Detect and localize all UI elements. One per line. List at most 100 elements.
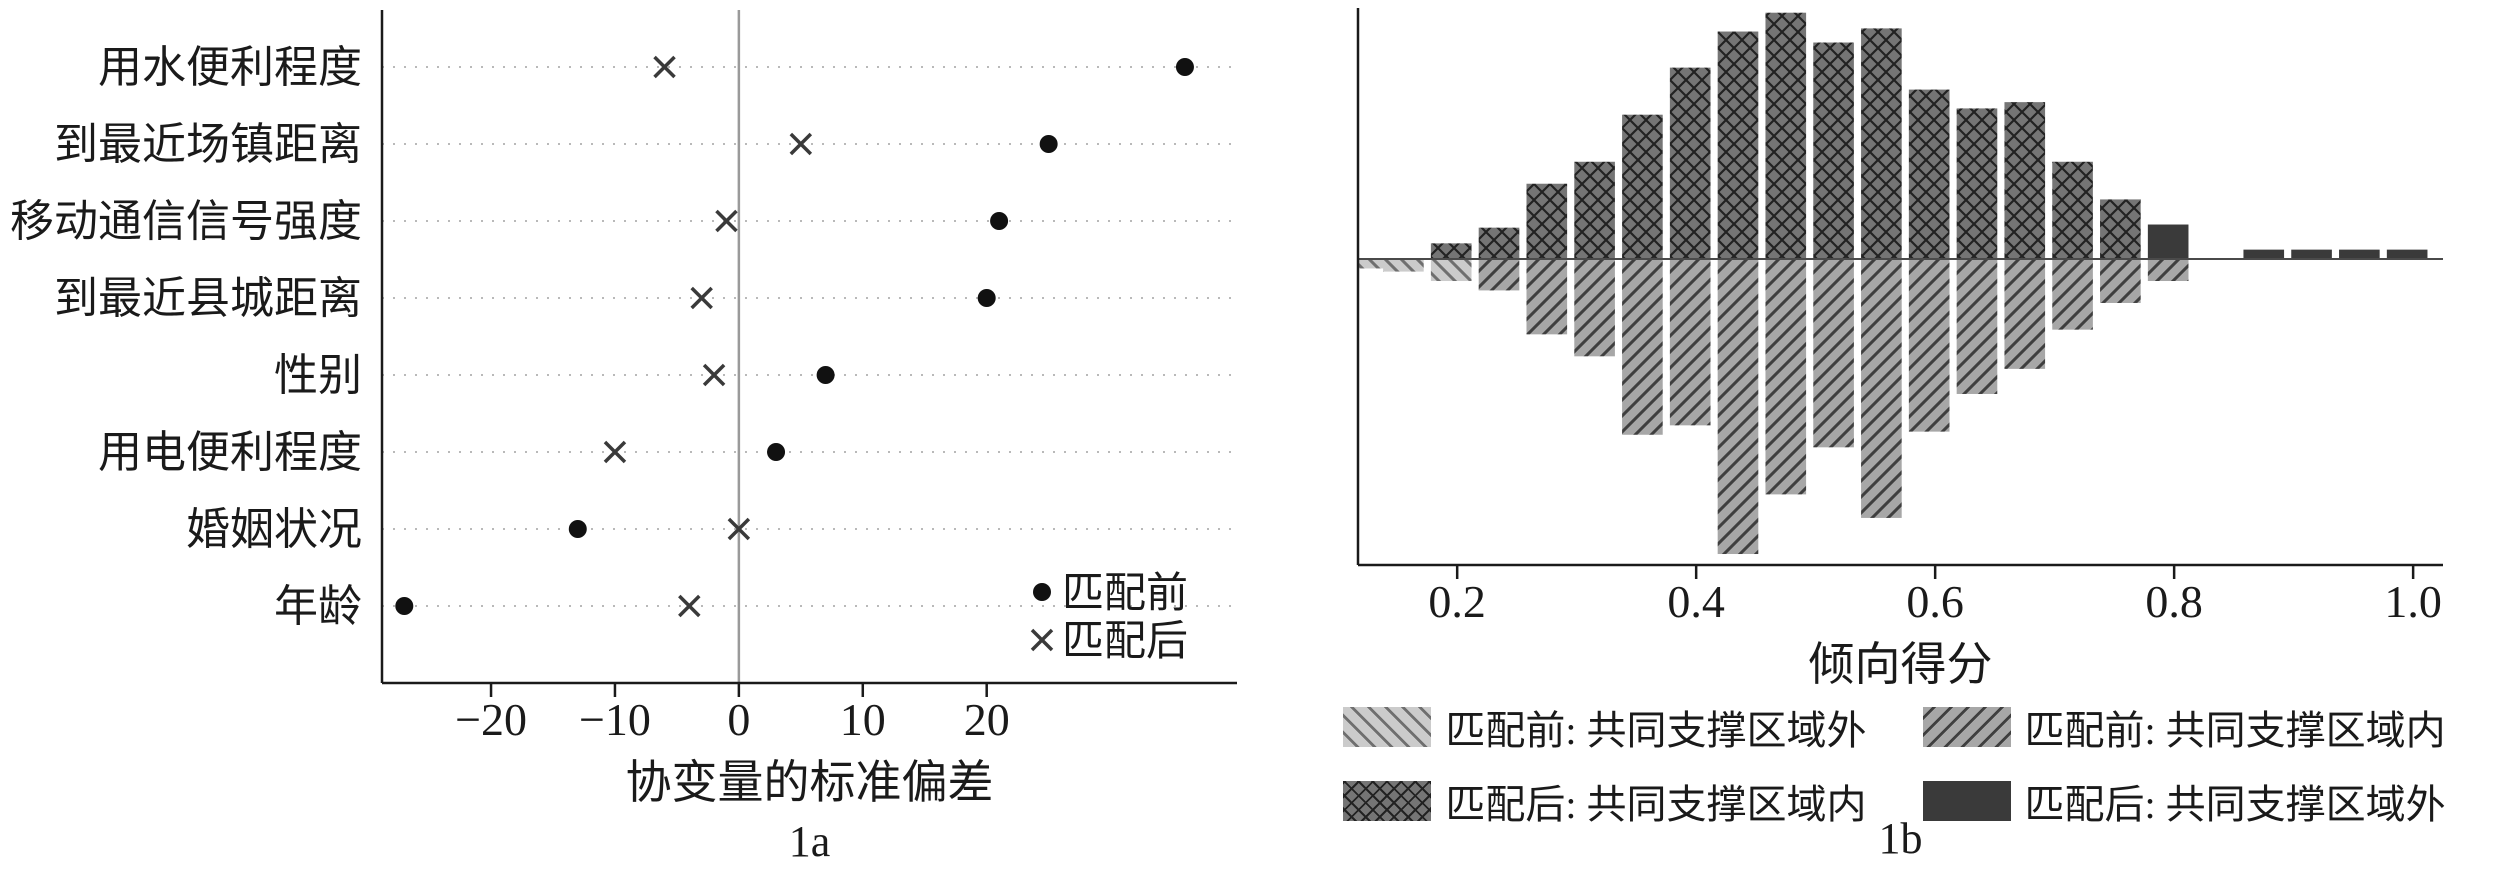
histogram-bar bbox=[1574, 259, 1615, 357]
panel-caption-1b: 1b bbox=[1878, 814, 1923, 863]
legend-label: 匹配后: 共同支撑区域内 bbox=[1445, 782, 1867, 827]
histogram-bar bbox=[1430, 259, 1472, 282]
histogram-bar bbox=[2052, 161, 2093, 260]
category-label: 年龄 bbox=[274, 582, 362, 631]
before-matching-dot bbox=[1039, 135, 1058, 153]
before-matching-dot bbox=[1175, 58, 1194, 76]
category-label: 婚姻状况 bbox=[186, 505, 362, 554]
histogram-bar bbox=[1908, 89, 1950, 260]
after-matching-x bbox=[702, 363, 726, 387]
legend-label-after: 匹配后 bbox=[1062, 619, 1188, 665]
before-matching-dot bbox=[990, 212, 1009, 230]
panel-1a: 用水便利程度到最近场镇距离移动通信信号强度到最近县城距离性别用电便利程度婚姻状况… bbox=[10, 10, 1237, 866]
before-matching-dot bbox=[816, 366, 835, 384]
histogram-bar bbox=[2147, 259, 2189, 282]
x-tick-label: 1.0 bbox=[2384, 576, 2442, 627]
legend-swatch-gray-slash bbox=[1922, 707, 2011, 747]
histogram-bar bbox=[2004, 102, 2046, 260]
histogram-bar bbox=[2100, 199, 2141, 260]
histogram-bar bbox=[1574, 161, 1615, 260]
x-tick-label: −10 bbox=[579, 694, 651, 745]
after-matching-x bbox=[715, 209, 738, 233]
category-label: 移动通信信号强度 bbox=[10, 197, 362, 246]
x-axis-title-1b: 倾向得分 bbox=[1808, 639, 1993, 690]
after-matching-x bbox=[789, 132, 813, 156]
legend-label-before: 匹配前 bbox=[1062, 571, 1188, 617]
category-label: 用电便利程度 bbox=[98, 428, 362, 477]
legend-item: 匹配后: 共同支撑区域外 bbox=[1922, 772, 2446, 830]
after-matching-x bbox=[603, 440, 627, 464]
x-tick-label: 0 bbox=[727, 694, 750, 745]
legend-label: 匹配前: 共同支撑区域内 bbox=[2024, 708, 2446, 753]
histogram-bar bbox=[1765, 12, 1807, 260]
legend-swatch-dark-solid bbox=[1922, 781, 2011, 821]
category-label: 性别 bbox=[274, 351, 362, 400]
histogram-bar bbox=[1383, 259, 1424, 272]
panel-caption-1a: 1a bbox=[788, 817, 831, 866]
before-matching-dot bbox=[977, 289, 996, 307]
legend-swatch-dark-crosshatch bbox=[1343, 781, 1432, 821]
histogram-bar bbox=[1861, 28, 1902, 260]
histogram-bar bbox=[2147, 224, 2189, 260]
x-tick-label: 10 bbox=[840, 694, 886, 745]
histogram-bar bbox=[1813, 259, 1854, 448]
legend-row: 匹配后: 共同支撑区域内 匹配后: 共同支撑区域外 bbox=[1343, 772, 2446, 830]
x-tick-label: 0.2 bbox=[1428, 576, 1486, 627]
after-matching-x bbox=[653, 55, 676, 79]
histogram-bar bbox=[2243, 249, 2285, 260]
histogram-bar bbox=[2339, 249, 2380, 260]
after-matching-x bbox=[727, 517, 751, 541]
legend-item: 匹配后: 共同支撑区域内 bbox=[1343, 772, 1867, 830]
legend-label: 匹配后: 共同支撑区域外 bbox=[2024, 782, 2446, 827]
x-axis-title-1a: 协变量的标准偏差 bbox=[625, 757, 994, 808]
histogram-bar bbox=[1908, 259, 1950, 432]
category-label: 到最近县城距离 bbox=[54, 274, 362, 323]
histogram-bar bbox=[1717, 31, 1759, 260]
legend-item: 匹配前: 共同支撑区域内 bbox=[1922, 698, 2446, 756]
legend-x-marker bbox=[1030, 628, 1054, 652]
after-matching-x bbox=[690, 286, 713, 310]
histogram-bar bbox=[1526, 183, 1568, 260]
histogram-bar bbox=[1861, 259, 1902, 518]
x-tick-label: 0.4 bbox=[1667, 576, 1725, 627]
legend-dot-marker bbox=[1033, 583, 1051, 601]
legend-swatch-light-backslash bbox=[1343, 707, 1432, 747]
histogram-bar bbox=[1622, 259, 1663, 435]
covariate-balance-chart: 用水便利程度到最近场镇距离移动通信信号强度到最近县城距离性别用电便利程度婚姻状况… bbox=[10, 10, 1237, 745]
histogram-bar bbox=[1359, 259, 1400, 269]
histogram-bar bbox=[1430, 243, 1472, 260]
histogram-bar bbox=[1813, 42, 1854, 260]
histogram-bar bbox=[1478, 227, 1520, 260]
before-matching-dot bbox=[767, 443, 786, 461]
histogram-bar bbox=[1669, 259, 1711, 426]
before-matching-dot bbox=[395, 597, 414, 615]
histogram-bar bbox=[1956, 259, 1998, 394]
histogram-bar bbox=[2100, 259, 2141, 303]
histogram-bar bbox=[1622, 114, 1663, 260]
histogram-bar bbox=[1478, 259, 1520, 291]
before-matching-dot bbox=[568, 520, 587, 538]
x-tick-label: 20 bbox=[964, 694, 1010, 745]
histogram-bar bbox=[1669, 67, 1711, 260]
histogram-bar bbox=[1956, 108, 1998, 260]
propensity-score-histogram: 0.2 0.4 0.6 0.8 1.0 bbox=[1356, 8, 2443, 627]
histogram-bar bbox=[2291, 249, 2332, 260]
histogram-bar bbox=[2386, 249, 2428, 260]
legend-row: 匹配前: 共同支撑区域外 匹配前: 共同支撑区域内 bbox=[1343, 698, 2446, 756]
category-label: 到最近场镇距离 bbox=[54, 120, 362, 169]
after-matching-x bbox=[678, 594, 701, 618]
histogram-bar bbox=[1717, 259, 1759, 555]
histogram-bar bbox=[2004, 259, 2046, 369]
legend-item: 匹配前: 共同支撑区域外 bbox=[1343, 698, 1867, 756]
x-tick-label: 0.8 bbox=[2145, 576, 2203, 627]
legend-label: 匹配前: 共同支撑区域外 bbox=[1445, 708, 1867, 753]
x-tick-label: 0.6 bbox=[1906, 576, 1964, 627]
panel-1b: 0.2 0.4 0.6 0.8 1.0 倾向得分 匹配前: 共同支撑区域外 匹配前: 共同… bbox=[1270, 0, 2519, 877]
histogram-bar bbox=[1765, 259, 1807, 495]
histogram-legend: 匹配前: 共同支撑区域外 匹配前: 共同支撑区域内 匹配后: 共同支撑区域内 匹配后:… bbox=[1270, 698, 2519, 830]
histogram-bar bbox=[1526, 259, 1568, 335]
category-label: 用水便利程度 bbox=[98, 43, 362, 92]
x-tick-label: −20 bbox=[455, 694, 527, 745]
histogram-bar bbox=[2052, 259, 2093, 330]
